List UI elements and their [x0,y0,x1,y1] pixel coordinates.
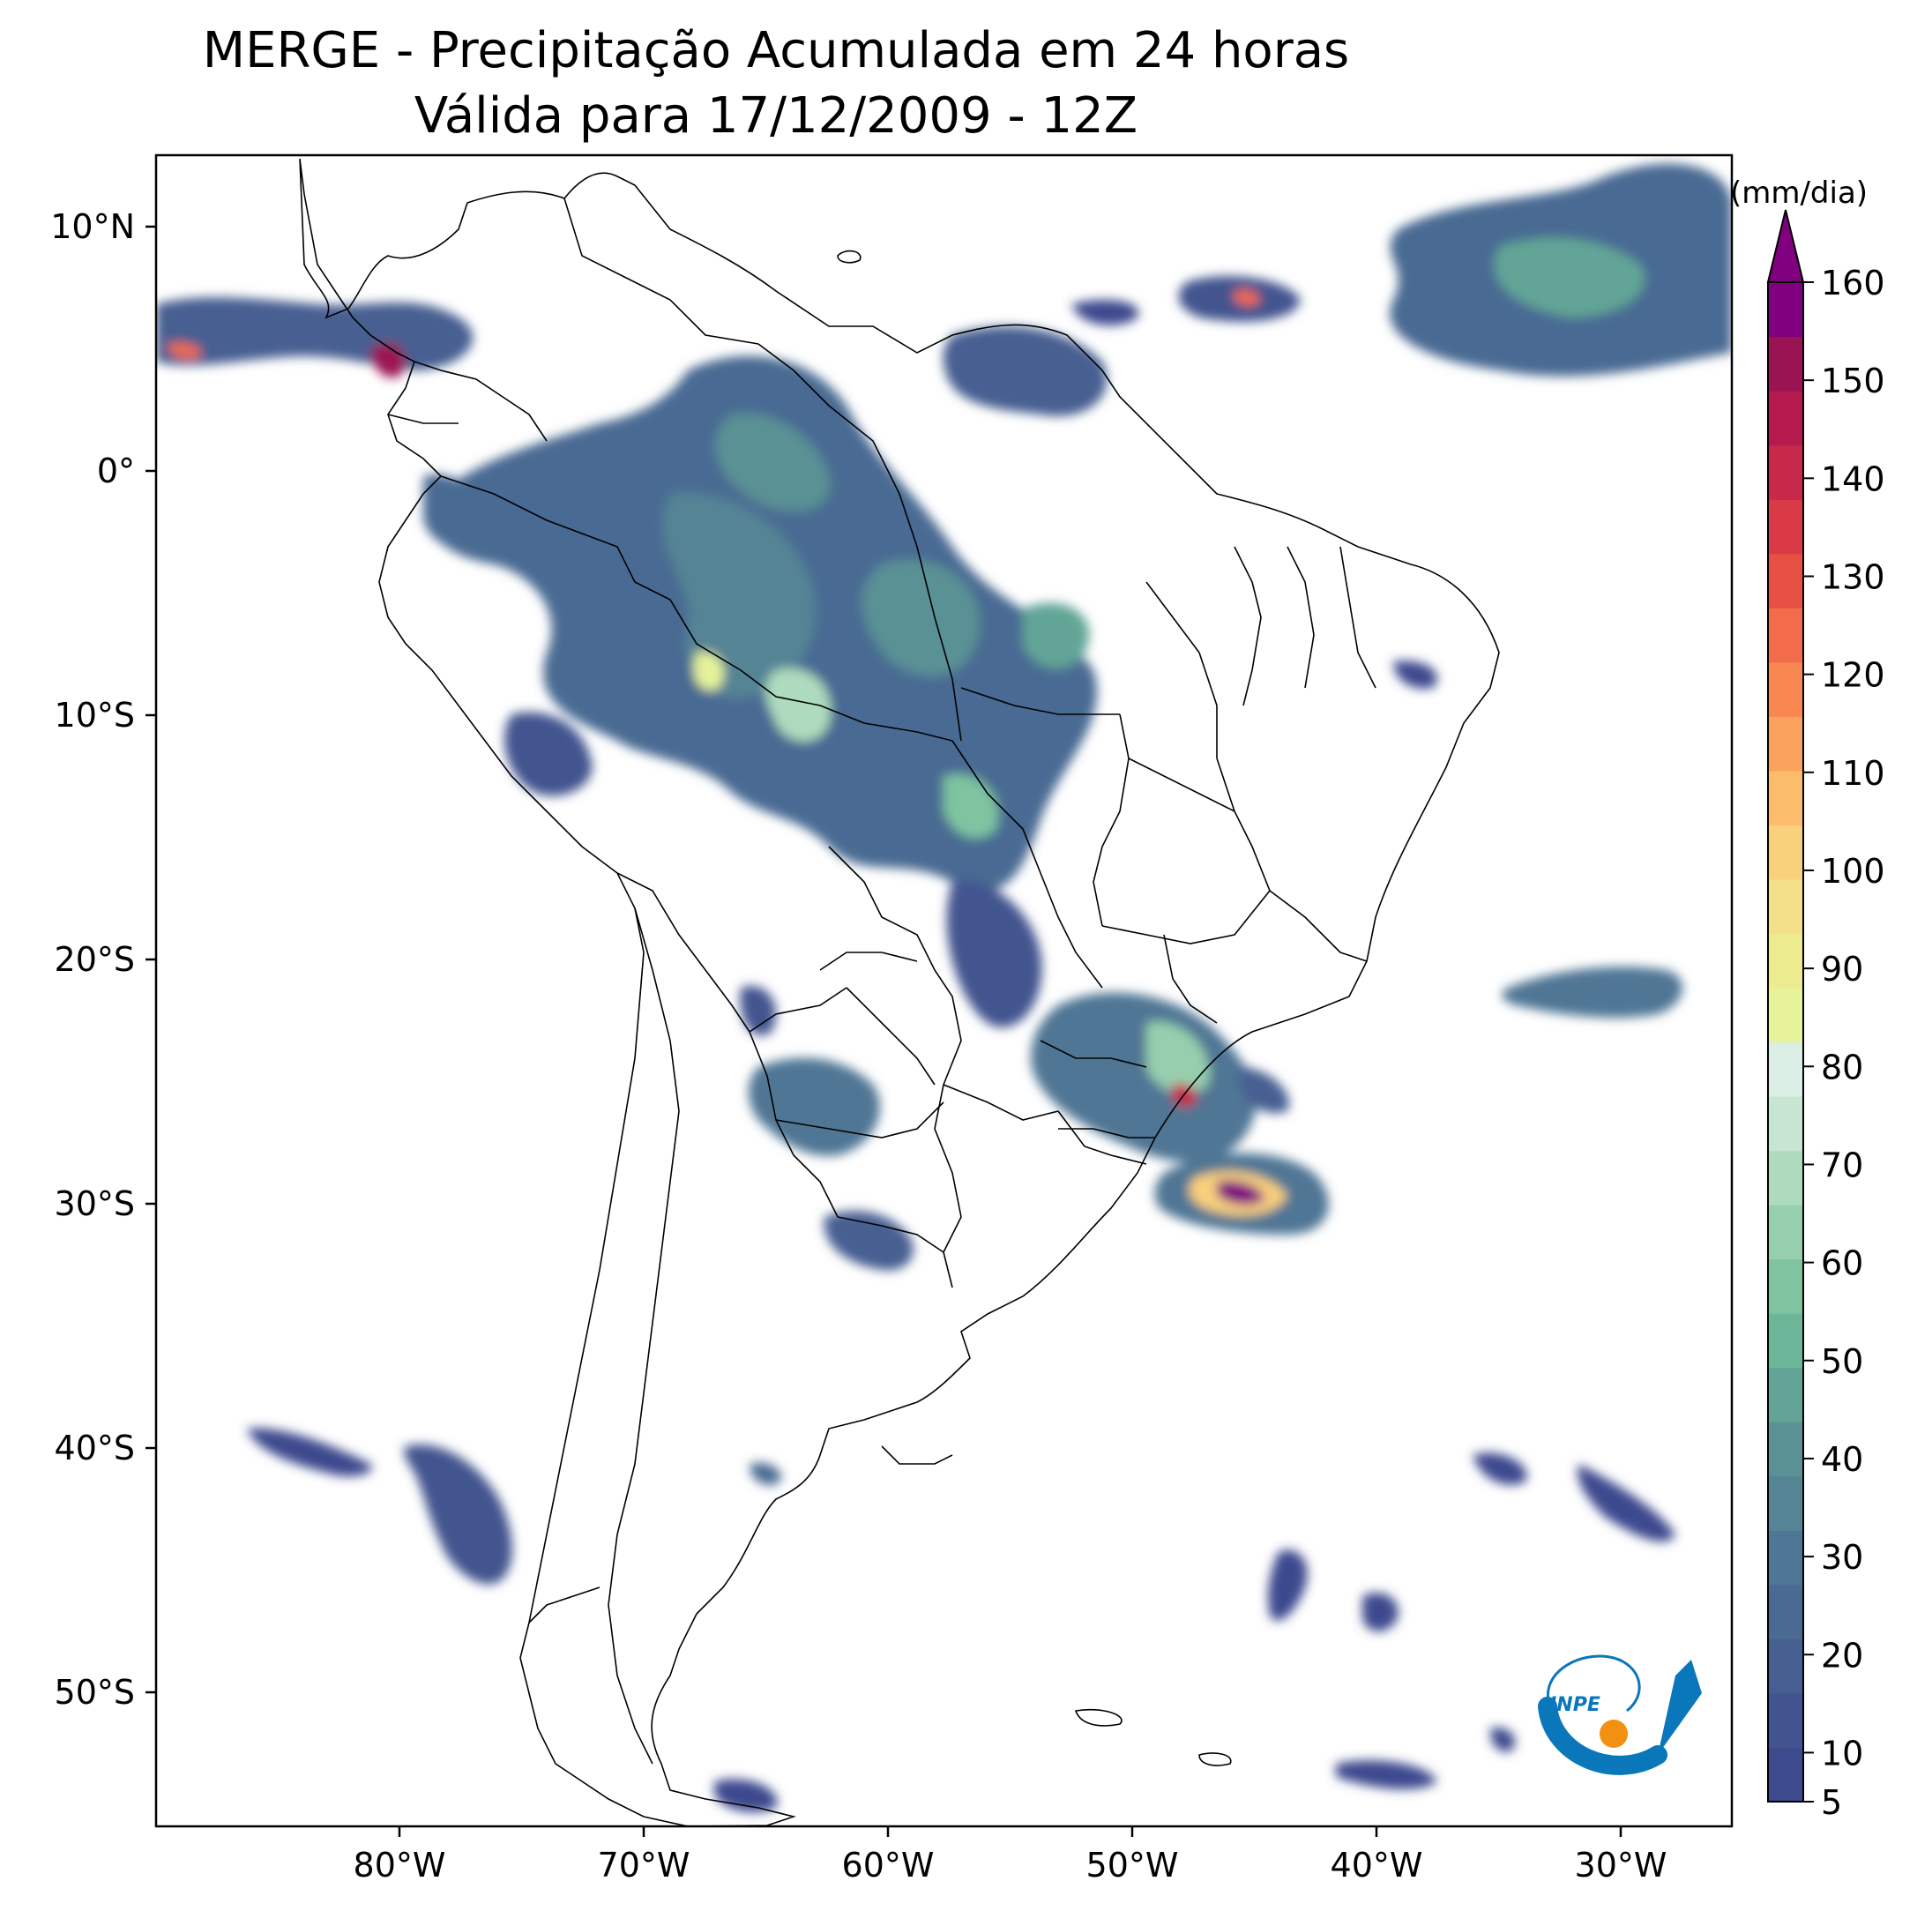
lon-tick-label: 60°W [842,1846,935,1885]
colorbar-tick-label: 120 [1821,656,1885,695]
lat-tick-label: 20°S [55,940,135,979]
map-islands [837,250,1232,1766]
colorbar-tick-label: 40 [1821,1440,1863,1479]
lon-tick-label: 70°W [598,1846,690,1885]
lat-tick-label: 40°S [55,1429,135,1467]
colorbar-band [1768,336,1803,392]
colorbar-band [1768,878,1803,935]
political-borders [299,158,1500,1826]
colorbar-band [1768,1530,1803,1586]
lon-tick-label: 30°W [1575,1846,1667,1885]
latitude-axis: 10°N 0° 10°S 20°S 30°S 40°S 50°S [50,207,156,1712]
lat-tick-label: 10°S [55,696,135,735]
colorbar-band [1768,1096,1803,1152]
lat-tick-label: 0° [97,452,135,490]
inpe-logo-text: INPE [1549,1694,1600,1716]
colorbar-band [1768,716,1803,772]
colorbar-tick-label: 50 [1821,1342,1863,1381]
lon-tick-label: 80°W [354,1846,446,1885]
colorbar: 5 10 20 30 40 50 60 70 80 90 100 110 120 130 140 150 160 [1766,209,1885,1822]
colorbar-band [1768,282,1803,338]
colorbar-band [1768,391,1803,446]
colorbar-tick-label: 150 [1821,362,1885,400]
colorbar-tick-label: 70 [1821,1146,1863,1184]
colorbar-tick-label: 10 [1821,1734,1863,1773]
colorbar-band [1768,1041,1803,1097]
colorbar-band [1768,1258,1803,1314]
colorbar-band [1768,1692,1803,1749]
map-area [156,158,1732,1826]
colorbar-tick-label: 60 [1821,1244,1863,1283]
longitude-axis: 80°W 70°W 60°W 50°W 40°W 30°W [354,1826,1667,1885]
map-subtitle: Válida para 17/12/2009 - 12Z [414,87,1138,145]
colorbar-tick-label: 5 [1821,1783,1842,1822]
colorbar-band [1768,1475,1803,1531]
colorbar-band [1768,661,1803,717]
lat-tick-label: 50°S [55,1673,135,1712]
colorbar-tick-label: 100 [1821,852,1885,891]
map-title: MERGE - Precipitação Acumulada em 24 hor… [202,22,1350,79]
colorbar-band [1768,444,1803,500]
colorbar-band [1768,825,1803,880]
colorbar-frame [1767,281,1804,1803]
colorbar-band [1768,770,1803,825]
colorbar-tick-label: 110 [1821,754,1885,793]
inpe-logo: INPE [1538,1654,1702,1775]
colorbar-unit-label: (mm/dia) [1730,175,1868,211]
map-frame [154,153,1734,1828]
colorbar-band [1768,1205,1803,1260]
colorbar-tick-label: 140 [1821,459,1885,498]
colorbar-tick-label: 30 [1821,1538,1863,1577]
colorbar-band [1768,553,1803,608]
colorbar-band [1768,1584,1803,1639]
colorbar-tick-label: 20 [1821,1636,1863,1675]
lon-tick-label: 50°W [1086,1846,1179,1885]
colorbar-band [1768,1747,1803,1803]
colorbar-band [1768,1313,1803,1369]
colorbar-tick-label: 80 [1821,1048,1863,1086]
colorbar-band [1768,1422,1803,1477]
precipitation-field [156,163,1732,1812]
lat-tick-label: 30°S [55,1184,135,1223]
colorbar-tick-label: 130 [1821,557,1885,596]
colorbar-band [1768,987,1803,1043]
colorbar-band [1768,608,1803,663]
colorbar-band [1768,1150,1803,1206]
colorbar-band [1768,933,1803,989]
colorbar-extend-arrow [1766,209,1805,283]
lat-tick-label: 10°N [50,207,135,246]
colorbar-tick-label: 160 [1821,264,1885,302]
colorbar-band [1768,499,1803,555]
colorbar-band [1768,1639,1803,1694]
colorbar-tick-label: 90 [1821,950,1863,989]
lon-tick-label: 40°W [1331,1846,1423,1885]
colorbar-band [1768,1367,1803,1422]
